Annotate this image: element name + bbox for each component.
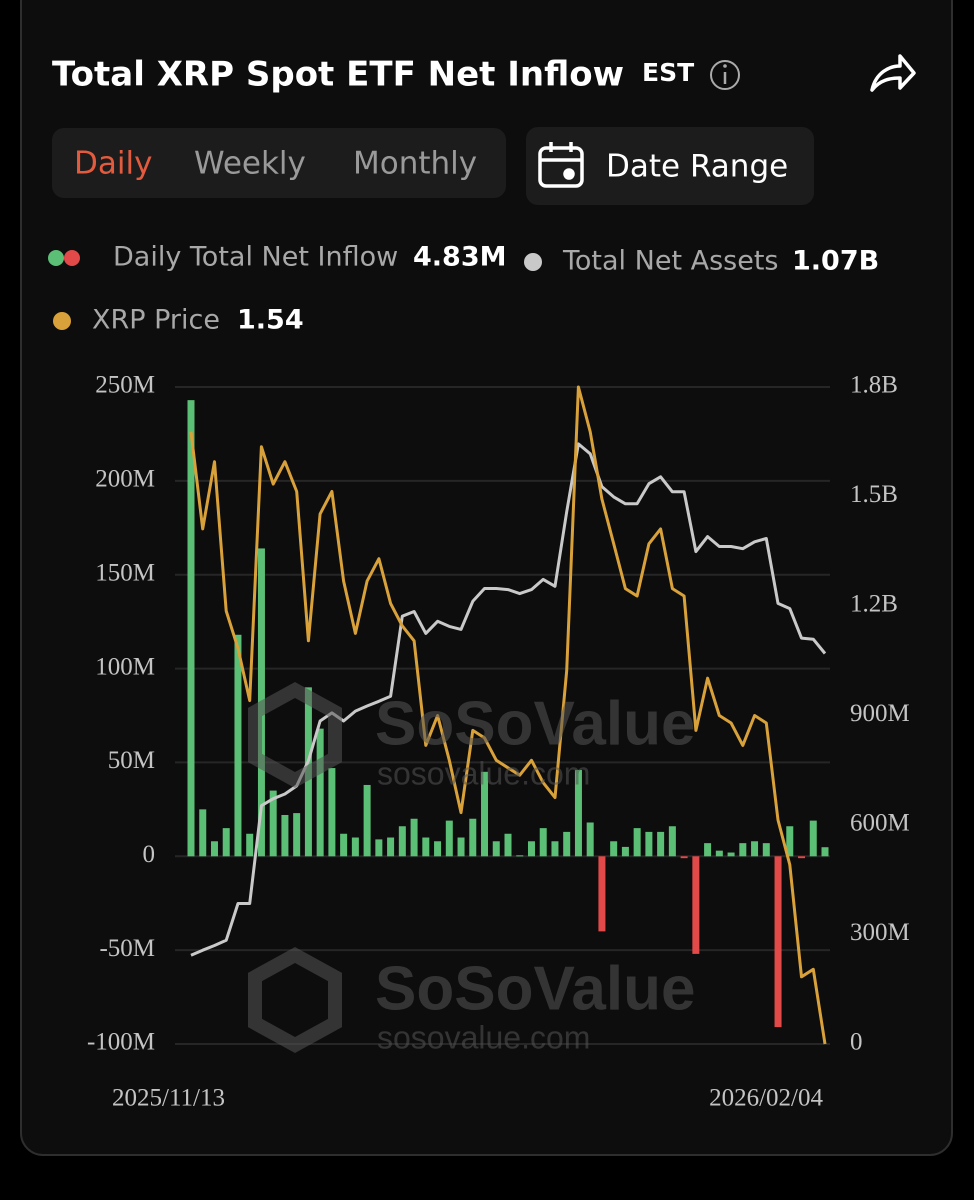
line	[189, 385, 827, 1045]
bar	[187, 400, 195, 857]
tab[interactable]: Monthly	[353, 146, 477, 182]
bar	[680, 856, 688, 859]
y2-tick-label: 1.2B	[850, 591, 898, 618]
bar	[727, 852, 735, 857]
bar	[387, 837, 395, 857]
share-icon[interactable]	[870, 54, 916, 92]
x-tick-label: 2026/02/04	[709, 1085, 823, 1112]
y-tick-label: 250M	[95, 372, 155, 399]
legend: Daily Total Net Inflow 4.83M Total Net A…	[48, 242, 879, 336]
bar	[657, 831, 665, 857]
bar	[645, 831, 653, 857]
bar	[398, 826, 406, 857]
legend-swatch	[64, 250, 80, 266]
watermark-site: sosovalue.com	[377, 755, 590, 791]
bar	[422, 837, 430, 857]
bar	[269, 790, 277, 857]
bar	[574, 769, 582, 857]
legend-label: Daily Total Net Inflow	[113, 242, 398, 273]
y2-tick-label: 300M	[850, 919, 910, 946]
bar	[293, 813, 301, 857]
bar	[222, 828, 230, 857]
legend-value: 4.83M	[413, 242, 507, 273]
bar	[551, 841, 559, 857]
x-tick-label: 2025/11/13	[112, 1085, 225, 1112]
bar	[633, 828, 641, 857]
y-tick-label: 0	[143, 841, 156, 868]
bar	[786, 826, 794, 857]
bar	[481, 771, 489, 857]
timezone[interactable]: EST	[642, 58, 694, 87]
bar	[527, 841, 535, 857]
tab[interactable]: Weekly	[194, 146, 306, 182]
bar	[492, 841, 500, 857]
bar	[316, 728, 324, 857]
bar	[610, 841, 618, 857]
bar	[692, 856, 700, 954]
watermark-site: sosovalue.com	[377, 1019, 590, 1055]
legend-swatch	[524, 253, 542, 271]
y-tick-label: -100M	[87, 1029, 155, 1056]
bar	[668, 826, 676, 857]
bar	[715, 850, 723, 857]
bar	[598, 856, 606, 932]
bar	[434, 841, 442, 857]
legend-swatch	[48, 250, 64, 266]
y-tick-label: 100M	[95, 653, 155, 680]
bar	[774, 856, 782, 1028]
bar	[199, 809, 207, 857]
bar	[281, 814, 289, 857]
tab[interactable]: Daily	[74, 146, 152, 182]
legend-value: 1.54	[237, 305, 304, 336]
legend-label: Total Net Assets	[562, 246, 779, 277]
bar	[821, 847, 829, 857]
bar	[445, 820, 453, 857]
date-range-label[interactable]: Date Range	[606, 149, 788, 185]
watermark-brand: SoSoValue	[375, 689, 695, 758]
legend-value: 1.07B	[792, 246, 879, 277]
bar	[328, 768, 336, 857]
bar	[762, 843, 770, 857]
bar	[363, 784, 371, 857]
info-icon[interactable]	[710, 60, 740, 90]
title: Total XRP Spot ETF Net Inflow	[52, 55, 624, 95]
y-tick-label: 50M	[108, 747, 155, 774]
bar	[469, 818, 477, 857]
y-tick-label: 150M	[95, 559, 155, 586]
bar	[410, 818, 418, 857]
bar	[246, 833, 254, 857]
bar	[504, 833, 512, 857]
bar	[563, 831, 571, 857]
y2-tick-label: 600M	[850, 810, 910, 837]
tab-group	[52, 128, 506, 198]
calendar-icon	[538, 142, 584, 188]
y2-tick-label: 0	[850, 1029, 863, 1056]
y2-tick-label: 1.8B	[850, 372, 898, 399]
bar	[516, 855, 524, 857]
bar	[351, 837, 359, 857]
bar	[809, 820, 817, 857]
bar	[340, 833, 348, 857]
bar	[751, 841, 759, 857]
y2-tick-label: 1.5B	[850, 481, 898, 508]
date-range-button[interactable]	[526, 127, 814, 205]
bar	[539, 828, 547, 857]
bar	[704, 843, 712, 857]
watermark: SoSoValue sosovalue.com SoSoValue sosova…	[248, 682, 695, 1055]
bar	[457, 837, 465, 857]
bar	[234, 634, 242, 857]
bar	[739, 843, 747, 857]
bar	[375, 839, 383, 857]
bar	[621, 846, 629, 857]
bar	[586, 822, 594, 857]
bar	[210, 841, 218, 857]
y2-tick-label: 900M	[850, 700, 910, 727]
legend-label: XRP Price	[92, 305, 220, 336]
watermark-brand: SoSoValue	[375, 954, 695, 1023]
y-tick-label: -50M	[99, 935, 155, 962]
legend-swatch	[53, 312, 71, 330]
bar	[798, 856, 806, 859]
y-tick-label: 200M	[95, 466, 155, 493]
